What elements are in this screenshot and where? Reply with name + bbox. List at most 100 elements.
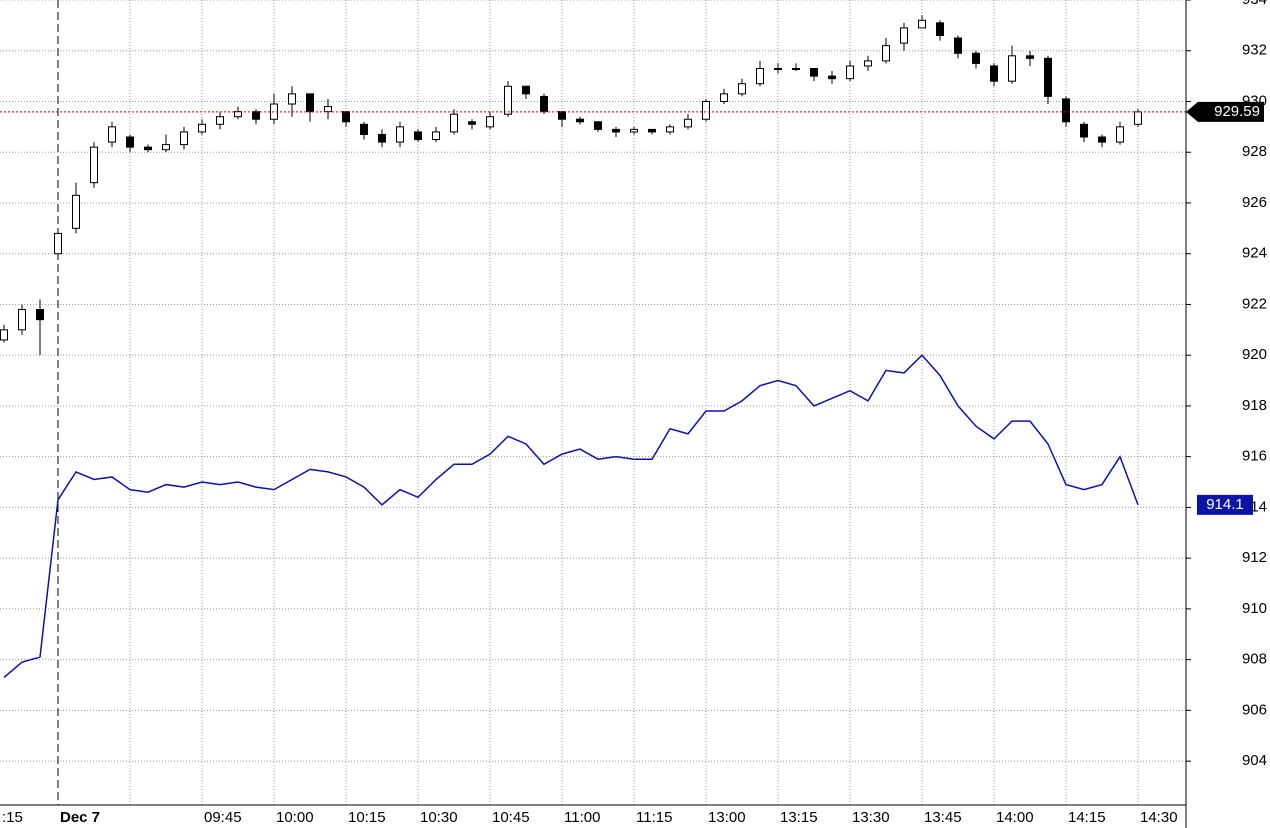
- candle-body: [126, 136, 134, 148]
- candle-body: [918, 19, 926, 29]
- candle-body: [864, 60, 872, 67]
- candle-body: [90, 146, 98, 184]
- y-tick-label: 908: [1242, 651, 1267, 668]
- candle-body: [828, 75, 836, 80]
- x-tick-label: 10:45: [492, 809, 530, 826]
- y-tick-label: 920: [1242, 346, 1267, 363]
- candle-body: [162, 144, 170, 151]
- last-value-box: [1197, 494, 1253, 515]
- x-tick-label: 14:30: [1140, 809, 1178, 826]
- y-tick-label: 932: [1242, 42, 1267, 59]
- candle-body: [774, 67, 782, 70]
- candle-body: [666, 126, 674, 133]
- candle-body: [360, 123, 368, 135]
- candle-body: [522, 85, 530, 95]
- candle-body: [216, 116, 224, 125]
- candle-body: [108, 126, 116, 143]
- candle-body: [720, 93, 728, 102]
- last-value-label: 914.1: [1206, 496, 1244, 513]
- candle-body: [648, 128, 656, 133]
- x-tick-label: 13:45: [924, 809, 962, 826]
- candle-body: [468, 121, 476, 125]
- x-tick-label: 13:00: [708, 809, 746, 826]
- candle-body: [144, 146, 152, 151]
- candle-body: [1080, 123, 1088, 138]
- candle-body: [432, 131, 440, 141]
- candle-body: [288, 93, 296, 105]
- x-tick-label: 10:15: [348, 809, 386, 826]
- y-tick-label: 928: [1242, 143, 1267, 160]
- last-price-box: [1186, 101, 1264, 122]
- candle-body: [342, 111, 350, 123]
- candle-body: [684, 118, 692, 128]
- y-tick-label: 922: [1242, 295, 1267, 312]
- candle-body: [702, 100, 710, 120]
- candle-body: [180, 131, 188, 146]
- candle-body: [54, 232, 62, 255]
- x-tick-label: 10:30: [420, 809, 458, 826]
- x-tick-label: Dec 7: [60, 809, 100, 826]
- candle-body: [954, 37, 962, 54]
- last-price-label: 929.59: [1214, 103, 1260, 120]
- candle-body: [882, 45, 890, 62]
- y-tick-label: 906: [1242, 701, 1267, 718]
- candle-body: [900, 27, 908, 44]
- candle-body: [486, 116, 494, 128]
- candle-body: [738, 83, 746, 95]
- candle-body: [1116, 126, 1124, 143]
- candle-body: [252, 111, 260, 120]
- grid: [0, 0, 1191, 805]
- candle-body: [1026, 55, 1034, 59]
- y-tick-label: 910: [1242, 600, 1267, 617]
- x-tick-label: 13:15: [780, 809, 818, 826]
- candle-body: [810, 67, 818, 77]
- candle-body: [558, 111, 566, 120]
- candle-body: [594, 121, 602, 130]
- y-tick-label: 904: [1242, 752, 1267, 769]
- candle-body: [1008, 55, 1016, 82]
- candle-body: [378, 133, 386, 143]
- x-tick-label: 10:00: [276, 809, 314, 826]
- candle-body: [450, 113, 458, 133]
- candle-body: [0, 329, 8, 341]
- line-series: [3, 354, 1139, 678]
- candle-body: [396, 126, 404, 143]
- x-tick-label: 13:30: [852, 809, 890, 826]
- y-tick-label: 912: [1242, 549, 1267, 566]
- candle-body: [36, 309, 44, 321]
- y-tick-label: 918: [1242, 397, 1267, 414]
- x-tick-label: 11:15: [636, 809, 672, 826]
- x-tick-label: 09:45: [204, 809, 242, 826]
- y-tick-label: 924: [1242, 245, 1267, 262]
- candle-body: [936, 22, 944, 37]
- candle-body: [414, 131, 422, 141]
- candle-body: [846, 65, 854, 80]
- candle-body: [576, 118, 584, 123]
- x-tick-label: 14:15: [1068, 809, 1106, 826]
- candle-body: [990, 65, 998, 82]
- candle-body: [72, 194, 80, 229]
- candle-body: [756, 67, 764, 85]
- y-tick-label: 916: [1242, 448, 1267, 465]
- candle-body: [1134, 111, 1142, 125]
- candle-body: [792, 67, 800, 70]
- candle-body: [1098, 136, 1106, 143]
- candle-body: [198, 123, 206, 133]
- candle-body: [540, 95, 548, 113]
- candle-body: [504, 85, 512, 115]
- candle-body: [972, 52, 980, 64]
- candle-body: [324, 106, 332, 113]
- x-tick-label: 14:00: [996, 809, 1034, 826]
- x-tick-label: :15: [2, 809, 23, 826]
- marks: [0, 15, 1186, 678]
- y-tick-label: 934: [1242, 0, 1267, 8]
- y-tick-label: 926: [1242, 194, 1267, 211]
- candle-body: [1062, 98, 1070, 123]
- x-tick-label: 11:00: [564, 809, 600, 826]
- candle-body: [630, 128, 638, 133]
- candle-body: [1044, 57, 1052, 97]
- candle-body: [234, 111, 242, 118]
